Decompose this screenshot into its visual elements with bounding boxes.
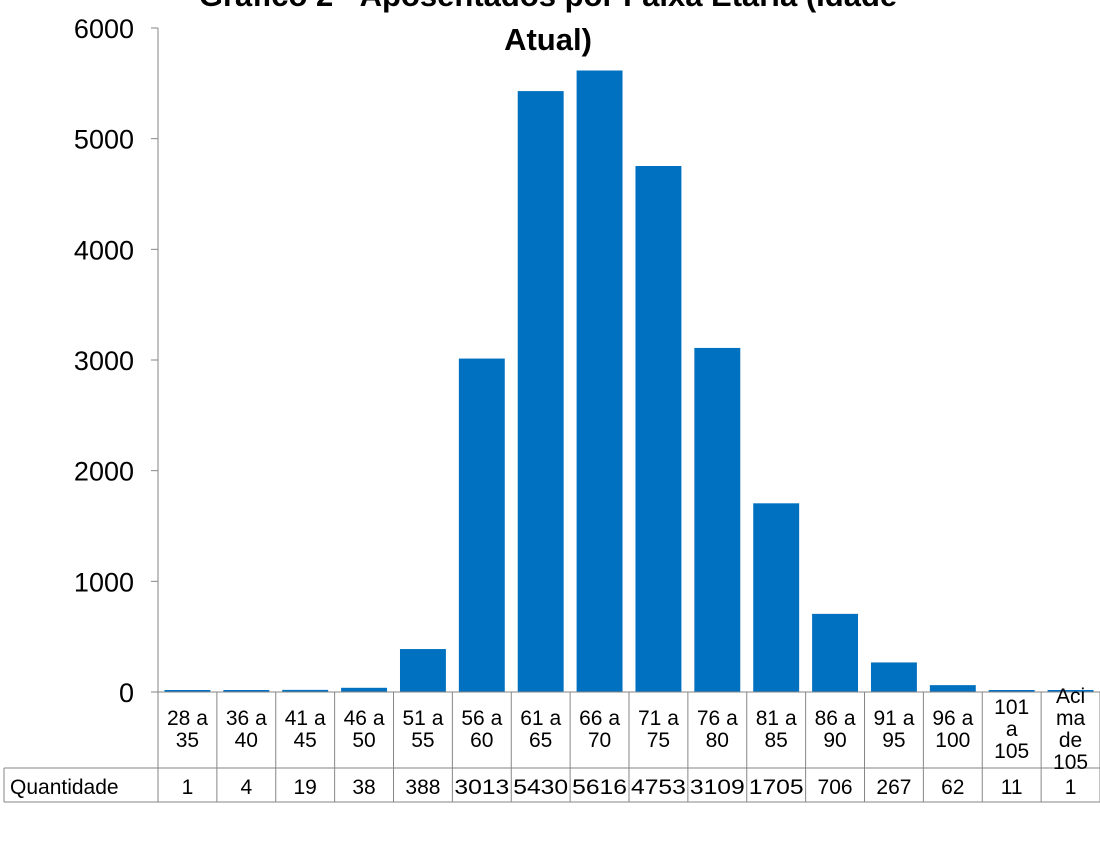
x-category-label-line: 100 <box>935 729 970 752</box>
table-row-header: Quantidade <box>10 776 119 799</box>
y-axis: 0 1000 2000 3000 4000 5000 6000 <box>74 14 159 768</box>
x-category-label-line: 61 a <box>520 707 561 730</box>
x-category-label-line: 36 a <box>226 707 267 730</box>
x-category-label: 36 a 40 <box>226 707 267 752</box>
y-tick-label: 2000 <box>74 457 134 487</box>
table-value: 3109 <box>690 776 745 799</box>
x-category-label-line: 51 a <box>403 707 444 730</box>
x-category-label-line: Aci <box>1056 685 1085 708</box>
x-category-label-line: 70 <box>588 729 611 752</box>
x-category-label-line: 65 <box>529 729 552 752</box>
x-category-label: 46 a 50 <box>344 707 385 752</box>
y-tick-label: 4000 <box>74 235 134 265</box>
x-category-label-line: 46 a <box>344 707 385 730</box>
x-category-label-line: 60 <box>470 729 493 752</box>
x-category-label: 96 a 100 <box>932 707 973 752</box>
x-category-label: 66 a 70 <box>579 707 620 752</box>
bar <box>753 503 800 692</box>
y-tick-label: 3000 <box>74 346 134 376</box>
bar <box>399 649 446 692</box>
bar <box>458 358 505 692</box>
chart-title-text: Gráfico 2 - Aposentados por Faixa Etária… <box>199 0 897 57</box>
bar <box>694 347 741 692</box>
y-tick-label: 1000 <box>74 567 134 597</box>
x-category-label-line: 45 <box>294 729 317 752</box>
bar <box>1047 690 1094 692</box>
table-value: 388 <box>405 776 440 799</box>
bar <box>282 689 329 692</box>
x-category-label-line: 105 <box>994 740 1029 763</box>
bar <box>635 166 682 692</box>
bar <box>870 662 917 692</box>
x-category-label: 76 a 80 <box>697 707 738 752</box>
x-category-label: 71 a 75 <box>638 707 679 752</box>
table-value: 4 <box>240 776 252 799</box>
bar <box>223 690 270 692</box>
x-category-label-line: 55 <box>411 729 434 752</box>
x-category-label-line: 28 a <box>167 707 208 730</box>
y-tick-label: 5000 <box>74 125 134 155</box>
table-value: 19 <box>294 776 317 799</box>
x-category-label: 41 a 45 <box>285 707 326 752</box>
x-category-label-line: de <box>1059 729 1082 752</box>
chart-title: Gráfico 2 - Aposentados por Faixa Etária… <box>199 0 897 57</box>
bar <box>812 613 859 692</box>
x-category-label-line: 66 a <box>579 707 620 730</box>
x-category-label-line: 90 <box>823 729 846 752</box>
x-category-label-line: 35 <box>176 729 199 752</box>
table-value: 1 <box>182 776 194 799</box>
bar <box>517 91 564 692</box>
y-tick-label: 0 <box>119 678 134 708</box>
x-category-label-line: 96 a <box>932 707 973 730</box>
table-value: 1 <box>1065 776 1077 799</box>
x-category-label-line: ma <box>1056 707 1085 730</box>
table-value: 5430 <box>513 776 568 799</box>
x-category-label-line: 80 <box>706 729 729 752</box>
x-category-label: 28 a 35 <box>167 707 208 752</box>
x-category-label: 91 a 95 <box>874 707 915 752</box>
x-category-label: 81 a 85 <box>756 707 797 752</box>
chart-title-line: Atual) <box>504 22 592 57</box>
x-category-label-line: 91 a <box>874 707 915 730</box>
x-category-label-line: 56 a <box>461 707 502 730</box>
x-category-label-line: 50 <box>352 729 375 752</box>
bar <box>341 687 388 692</box>
x-category-label: Aci ma de 105 <box>1053 685 1088 774</box>
x-category-label-line: 41 a <box>285 707 326 730</box>
chart-title-line: Gráfico 2 - Aposentados por Faixa Etária… <box>199 0 897 13</box>
table-value: 706 <box>818 776 853 799</box>
table-value: 1705 <box>749 776 804 799</box>
table-value: 267 <box>876 776 911 799</box>
x-category-label: 86 a 90 <box>815 707 856 752</box>
table-value: 62 <box>941 776 964 799</box>
x-category-label: 61 a 65 <box>520 707 561 752</box>
y-tick-label: 6000 <box>74 14 134 44</box>
x-category-label-line: 76 a <box>697 707 738 730</box>
x-category-label: 56 a 60 <box>461 707 502 752</box>
x-category-label-line: 81 a <box>756 707 797 730</box>
x-category-label: 101 a 105 <box>994 696 1029 763</box>
bar <box>988 690 1035 692</box>
x-category-label-line: 101 <box>994 696 1029 719</box>
x-category-label: 51 a 55 <box>403 707 444 752</box>
x-category-label-line: a <box>1006 718 1018 741</box>
x-category-label-line: 71 a <box>638 707 679 730</box>
x-category-label-line: 85 <box>765 729 788 752</box>
x-category-label-line: 105 <box>1053 751 1088 774</box>
x-category-label-line: 95 <box>882 729 905 752</box>
x-category-label-line: 75 <box>647 729 670 752</box>
bar <box>576 70 623 693</box>
table-value: 4753 <box>631 776 686 799</box>
x-category-label-line: 40 <box>235 729 258 752</box>
bar-series <box>164 70 1094 693</box>
table-value: 5616 <box>572 776 627 799</box>
x-category-label-line: 86 a <box>815 707 856 730</box>
table-value: 11 <box>1001 776 1023 799</box>
table-value: 3013 <box>454 776 509 799</box>
bar <box>929 685 976 692</box>
table-value: 38 <box>352 776 375 799</box>
bar <box>164 690 211 692</box>
